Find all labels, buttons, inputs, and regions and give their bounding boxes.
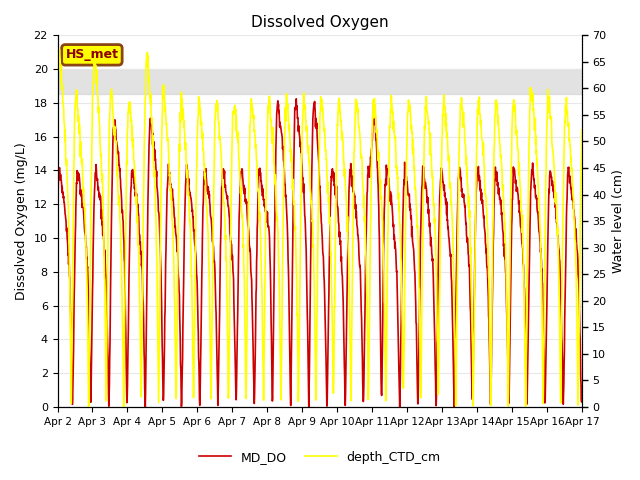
depth_CTD_cm <box>56 47 63 52</box>
MD_DO <box>84 264 92 270</box>
depth_CTD_cm <box>268 132 276 138</box>
depth_CTD_cm <box>85 404 93 410</box>
depth_CTD_cm <box>412 198 420 204</box>
MD_DO <box>141 404 149 410</box>
MD_DO <box>271 250 278 255</box>
MD_DO <box>250 395 258 400</box>
Y-axis label: Water level (cm): Water level (cm) <box>612 169 625 273</box>
MD_DO <box>292 96 300 102</box>
MD_DO <box>166 170 173 176</box>
Line: depth_CTD_cm: depth_CTD_cm <box>58 49 582 407</box>
Bar <box>58 69 582 95</box>
depth_CTD_cm <box>166 178 174 184</box>
Y-axis label: Dissolved Oxygen (mg/L): Dissolved Oxygen (mg/L) <box>15 142 28 300</box>
Title: Dissolved Oxygen: Dissolved Oxygen <box>251 15 388 30</box>
Text: HS_met: HS_met <box>65 48 118 61</box>
depth_CTD_cm <box>54 89 61 95</box>
depth_CTD_cm <box>84 339 92 345</box>
depth_CTD_cm <box>271 181 278 187</box>
MD_DO <box>412 320 420 326</box>
MD_DO <box>578 383 586 389</box>
depth_CTD_cm <box>250 129 258 134</box>
Legend: MD_DO, depth_CTD_cm: MD_DO, depth_CTD_cm <box>195 446 445 469</box>
depth_CTD_cm <box>578 127 586 132</box>
MD_DO <box>54 213 61 218</box>
Line: MD_DO: MD_DO <box>58 99 582 407</box>
MD_DO <box>268 362 276 368</box>
